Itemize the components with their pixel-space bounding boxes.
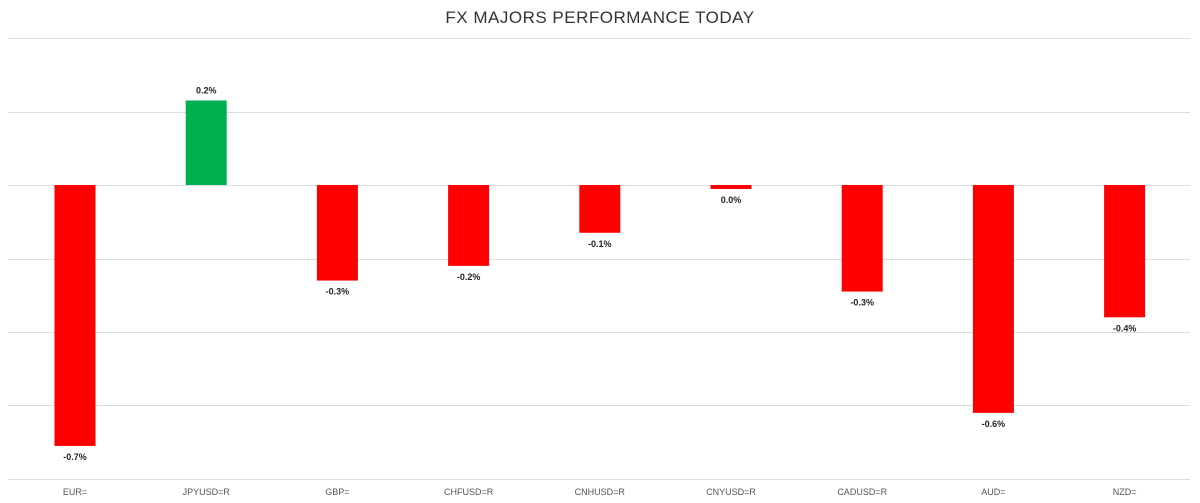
data-label: -0.1% bbox=[588, 239, 612, 249]
data-label: -0.3% bbox=[850, 298, 874, 308]
bar-eur bbox=[54, 185, 96, 446]
x-tick-label: NZD= bbox=[1113, 487, 1137, 497]
bar-aud bbox=[972, 185, 1014, 413]
x-tick-label: AUD= bbox=[981, 487, 1005, 497]
data-label: -0.3% bbox=[326, 287, 350, 297]
x-tick-label: EUR= bbox=[63, 487, 87, 497]
x-tick-label: CHFUSD=R bbox=[444, 487, 494, 497]
bar-nzd bbox=[1104, 185, 1146, 318]
chart-title: FX MAJORS PERFORMANCE TODAY bbox=[445, 8, 755, 27]
bar-gbp bbox=[316, 185, 358, 281]
x-tick-label: GBP= bbox=[325, 487, 349, 497]
data-label: -0.7% bbox=[63, 452, 87, 462]
data-label: 0.0% bbox=[721, 195, 742, 205]
x-tick-label: CNYUSD=R bbox=[706, 487, 756, 497]
bar-jpyusd-r bbox=[185, 100, 227, 185]
x-axis-tick-labels: EUR= JPYUSD=R GBP= CHFUSD=R CNHUSD=R CNYUSD=R… bbox=[63, 487, 1137, 497]
data-label: -0.2% bbox=[457, 272, 481, 282]
bar-chfusd-r bbox=[448, 185, 490, 266]
bar-cadusd-r bbox=[841, 185, 883, 292]
bars bbox=[54, 100, 1146, 446]
bar-cnyusd-r bbox=[710, 185, 752, 189]
x-tick-label: JPYUSD=R bbox=[183, 487, 231, 497]
data-labels: -0.7% 0.2% -0.3% -0.2% -0.1% 0.0% -0.3% -0.6% -0… bbox=[63, 85, 1136, 461]
data-label: -0.4% bbox=[1113, 323, 1137, 333]
x-tick-label: CNHUSD=R bbox=[575, 487, 626, 497]
data-label: -0.6% bbox=[982, 419, 1006, 429]
x-tick-label: CADUSD=R bbox=[837, 487, 887, 497]
bar-cnhusd-r bbox=[579, 185, 621, 233]
data-label: 0.2% bbox=[196, 85, 217, 95]
